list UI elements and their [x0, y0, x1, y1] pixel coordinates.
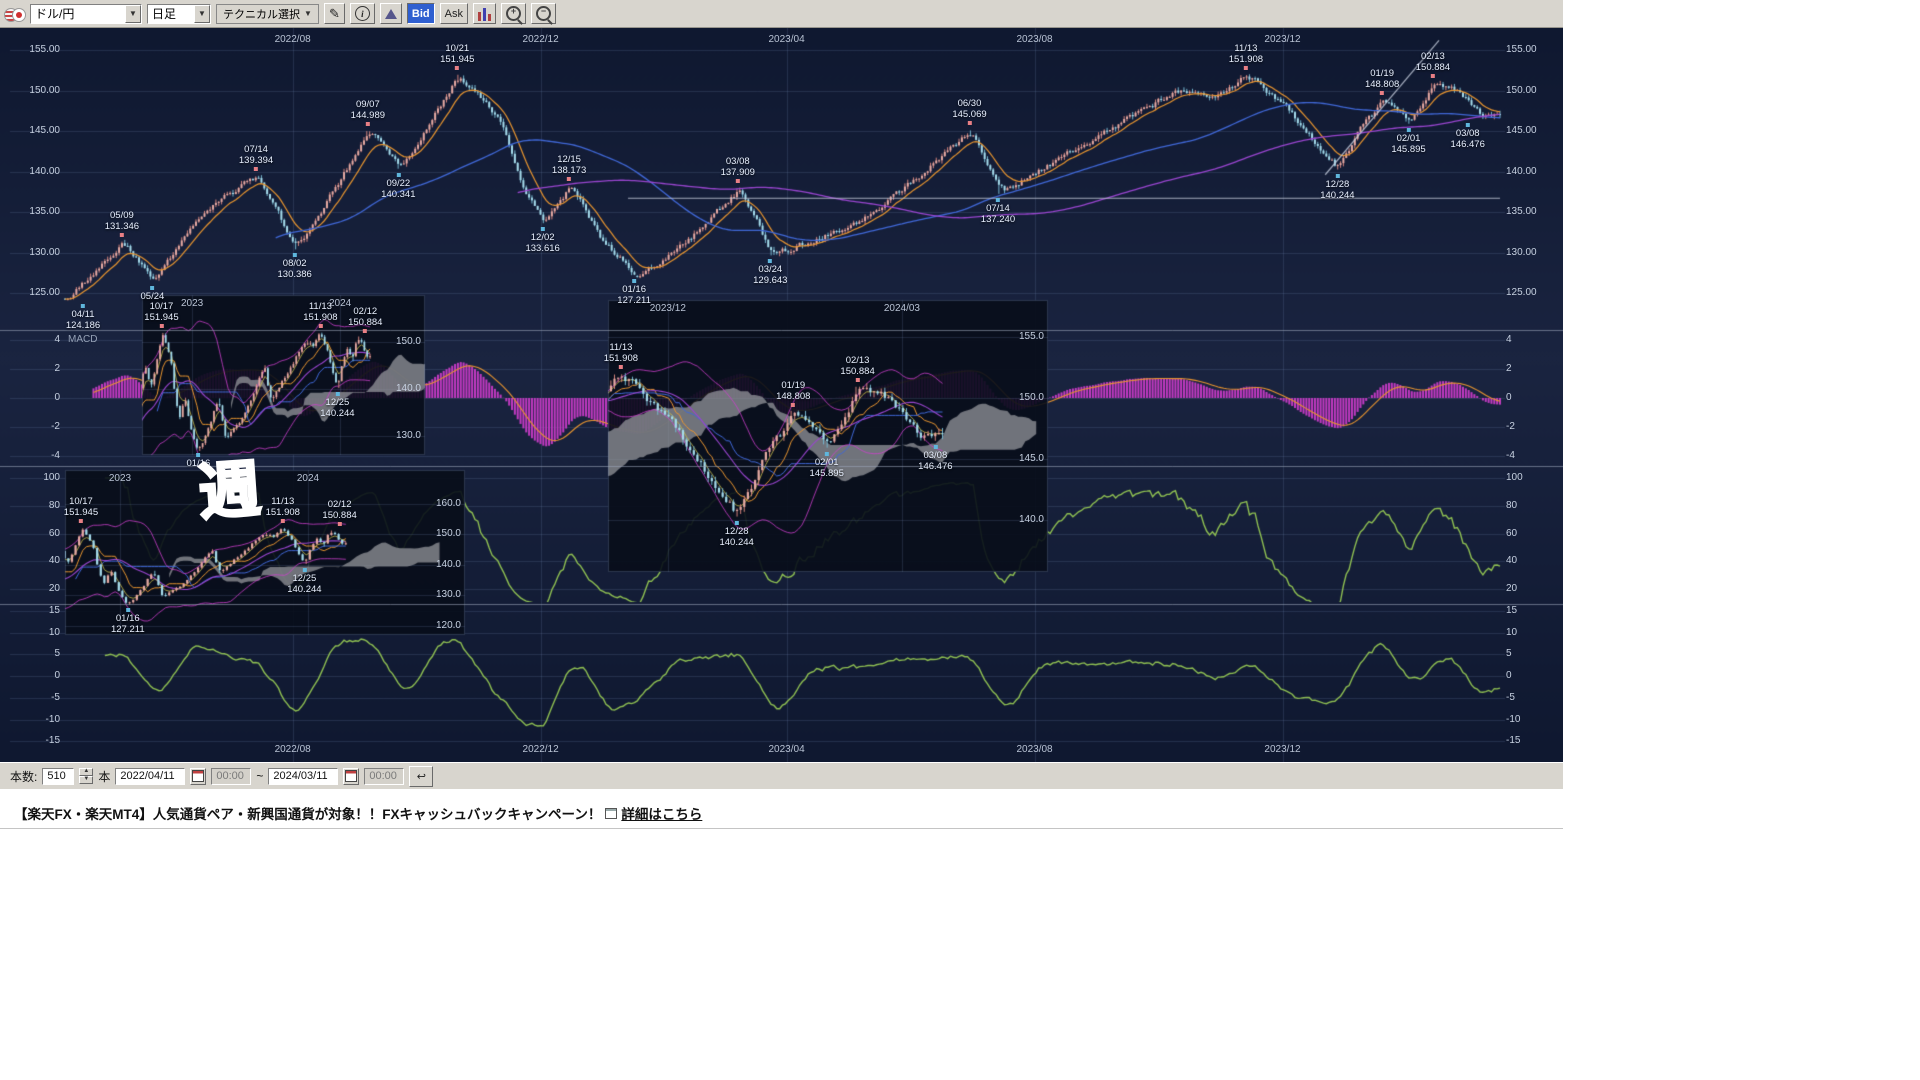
- to-date-input[interactable]: 2024/03/11: [268, 767, 339, 785]
- main-chart-canvas[interactable]: [0, 28, 1563, 762]
- bid-button[interactable]: Bid: [406, 3, 435, 24]
- technical-select-label: テクニカル選択: [223, 8, 300, 21]
- pair-select[interactable]: ドル/円 ▼: [30, 3, 142, 24]
- from-time-input: 00:00: [211, 767, 252, 785]
- chevron-down-icon[interactable]: ▼: [194, 4, 210, 23]
- chevron-down-icon[interactable]: ▼: [125, 4, 141, 23]
- calendar-icon: [192, 770, 205, 782]
- zoom-out-icon: −: [536, 6, 551, 21]
- external-link-icon: [605, 807, 618, 819]
- range-toolbar: 本数: 510 ▲ ▼ 本 2022/04/11 00:00 ~ 2024/03/…: [0, 762, 1563, 789]
- timeframe-select-value: 日足: [152, 7, 177, 21]
- bar-count-label: 本数:: [10, 769, 38, 784]
- toolbar: ドル/円 ▼ 日足 ▼ テクニカル選択 ▼ ✎ i Bid Ask + −: [0, 0, 1563, 28]
- spin-up-icon[interactable]: ▲: [79, 768, 94, 776]
- zoom-out-button[interactable]: −: [531, 3, 556, 24]
- info-icon: i: [354, 6, 370, 21]
- banner-text: 【楽天FX・楽天MT4】人気通貨ペア・新興国通貨が対象！！FXキャッシュバックキ…: [14, 807, 602, 822]
- promo-banner: 【楽天FX・楽天MT4】人気通貨ペア・新興国通貨が対象！！FXキャッシュバックキ…: [0, 800, 1563, 829]
- to-date-calendar-button[interactable]: [343, 767, 360, 785]
- from-date-calendar-button[interactable]: [190, 767, 207, 785]
- pair-select-value: ドル/円: [35, 7, 75, 21]
- zoom-in-button[interactable]: +: [501, 3, 526, 24]
- bar-count-stepper[interactable]: ▲ ▼: [79, 768, 94, 784]
- pencil-icon: ✎: [328, 6, 340, 21]
- reset-range-button[interactable]: ↩: [409, 765, 434, 787]
- bar-count-input[interactable]: 510: [42, 767, 75, 785]
- to-time-input: 00:00: [364, 767, 405, 785]
- timeframe-select[interactable]: 日足 ▼: [147, 3, 211, 24]
- chart-region: 155.00 155.00 150.00 150.00 145.00 145.00 140.…: [0, 28, 1563, 762]
- draw-tool-button[interactable]: ✎: [323, 3, 345, 24]
- calendar-icon: [345, 770, 358, 782]
- technical-select-button[interactable]: テクニカル選択 ▼: [216, 3, 319, 24]
- ask-button[interactable]: Ask: [439, 3, 468, 24]
- mountain-chart-icon: [384, 8, 397, 19]
- zoom-in-icon: +: [506, 6, 521, 21]
- spin-down-icon[interactable]: ▼: [79, 776, 94, 784]
- range-tilde: ~: [256, 769, 264, 783]
- bar-count-unit: 本: [98, 769, 111, 784]
- candle-chart-icon: [478, 7, 491, 21]
- currency-pair-icon: [3, 5, 26, 23]
- undo-arrow-icon: ↩: [416, 770, 426, 783]
- banner-details-link[interactable]: 詳細はこちら: [621, 807, 703, 822]
- handwritten-annotation: 週: [195, 451, 264, 531]
- candle-chart-button[interactable]: [473, 3, 496, 24]
- area-chart-button[interactable]: [379, 3, 402, 24]
- chevron-down-icon: ▼: [304, 9, 312, 18]
- info-button[interactable]: i: [349, 3, 375, 24]
- from-date-input[interactable]: 2022/04/11: [115, 767, 186, 785]
- trading-chart-window: ドル/円 ▼ 日足 ▼ テクニカル選択 ▼ ✎ i Bid Ask + − 155…: [0, 0, 1563, 789]
